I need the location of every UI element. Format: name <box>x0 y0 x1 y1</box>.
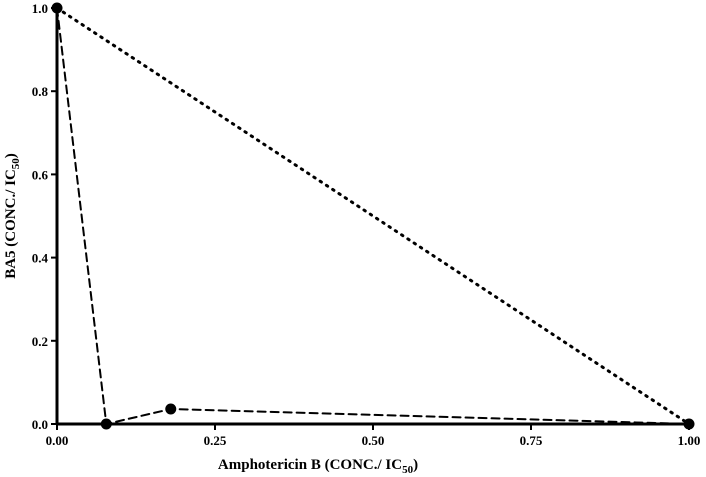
y-tick-label: 0.8 <box>32 84 49 99</box>
x-tick-label: 0.75 <box>520 433 543 448</box>
x-tick-label: 0.00 <box>46 433 69 448</box>
data-point <box>683 418 695 430</box>
series-layer <box>51 2 695 430</box>
additivity-line <box>55 6 691 426</box>
x-axis-title-subscript: 50 <box>402 464 414 476</box>
x-tick-label: 1.00 <box>678 433 701 448</box>
y-axis-title: BA5 (CONC./ IC50) <box>3 153 22 279</box>
y-ticks: 0.0 0.2 0.4 0.6 0.8 1.0 <box>32 1 57 432</box>
x-axis-title-main: Amphotericin B (CONC./ IC <box>218 457 402 473</box>
x-tick-label: 0.50 <box>362 433 385 448</box>
x-tick-label: 0.25 <box>204 433 227 448</box>
isobole-line <box>56 7 690 426</box>
y-axis-title-subscript: 50 <box>10 158 22 170</box>
y-tick-label: 0.4 <box>32 251 49 266</box>
y-tick-label: 0.2 <box>32 334 48 349</box>
y-tick-label: 0.6 <box>32 167 49 182</box>
y-axis-title-end: ) <box>3 153 19 158</box>
y-axis-title-main: BA5 (CONC./ IC <box>3 169 19 279</box>
y-tick-label: 1.0 <box>32 1 48 16</box>
x-axis-title-end: ) <box>413 457 418 473</box>
x-ticks: 0.00 0.25 0.50 0.75 1.00 <box>46 424 701 448</box>
data-point <box>165 403 177 415</box>
y-tick-label: 0.0 <box>32 417 48 432</box>
x-axis-title: Amphotericin B (CONC./ IC50) <box>218 457 418 476</box>
data-point <box>100 418 112 430</box>
